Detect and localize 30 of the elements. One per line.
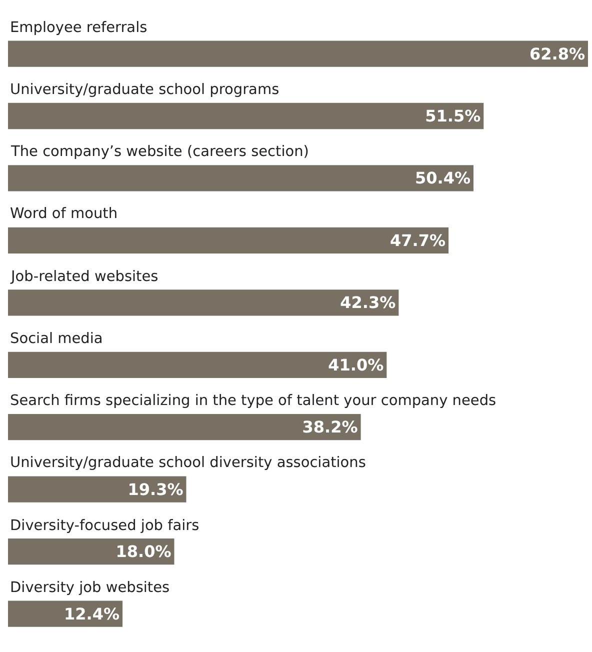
y-tick-label: Word of mouth [10,206,118,222]
y-tick-label: University/graduate school programs [10,82,280,98]
bar [8,227,449,254]
bar [8,476,186,502]
data-label: 18.0% [116,542,172,562]
bar [8,165,474,192]
y-tick-label: Social media [10,331,103,347]
data-label: 51.5% [425,106,481,126]
bar [8,290,399,316]
y-tick-label: Search firms specializing in the type of talent your company needs [10,393,496,409]
bar [8,40,588,67]
data-label: 42.3% [340,293,396,312]
bar [8,414,361,440]
data-label: 41.0% [328,355,384,374]
data-label: 47.7% [390,230,446,250]
data-label: 62.8% [529,44,585,64]
bar [8,600,123,627]
y-tick-label: University/graduate school diversity associations [10,455,366,471]
y-tick-label: Job-related websites [10,269,158,285]
bar [8,538,174,565]
y-tick-label: Employee referrals [10,20,148,36]
y-tick-label: Diversity-focused job fairs [10,518,200,534]
data-label: 50.4% [414,168,470,188]
data-label: 12.4% [64,604,120,624]
bar [8,352,387,378]
data-label: 38.2% [302,418,358,437]
y-tick-label: Diversity job websites [10,580,170,596]
y-tick-label: The company’s website (careers section) [10,144,309,160]
data-label: 19.3% [128,480,184,499]
bar [8,102,484,130]
